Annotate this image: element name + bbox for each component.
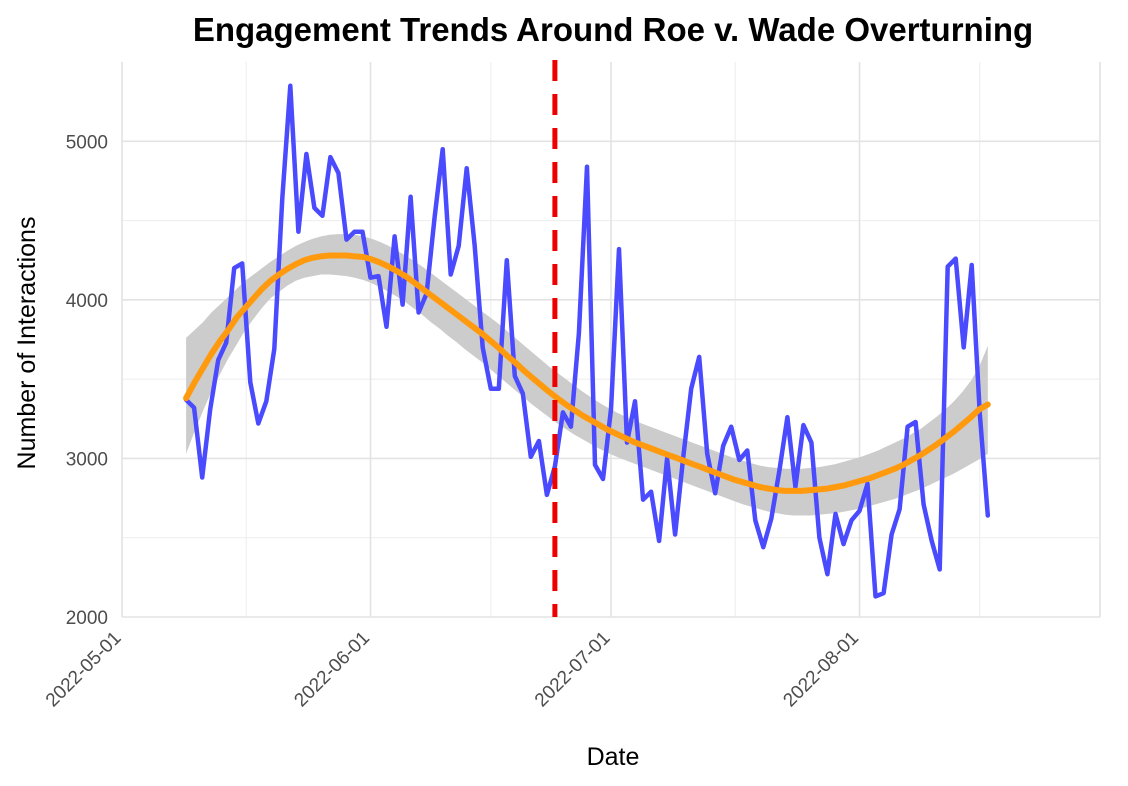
series-lines xyxy=(183,83,991,599)
y-tick-label: 2000 xyxy=(66,608,108,629)
y-tick-label: 4000 xyxy=(66,291,108,312)
grid xyxy=(121,62,1101,618)
y-tick-label: 3000 xyxy=(66,449,108,470)
x-tick-label: 2022-06-01 xyxy=(290,628,374,712)
x-axis-ticks: 2022-05-01 2022-06-01 2022-07-01 2022-08-01 xyxy=(42,628,863,712)
x-tick-label: 2022-07-01 xyxy=(531,628,615,712)
x-axis-title: Date xyxy=(587,743,640,771)
chart-title: Engagement Trends Around Roe v. Wade Ove… xyxy=(193,11,1033,48)
daily-interactions-line xyxy=(183,83,991,599)
y-axis-title: Number of Interactions xyxy=(13,217,41,470)
y-tick-label: 5000 xyxy=(66,132,108,153)
trend-line xyxy=(183,252,991,494)
y-axis-ticks: 2000 3000 4000 5000 xyxy=(66,132,108,629)
confidence-band-layer xyxy=(186,234,988,516)
x-tick-label: 2022-08-01 xyxy=(779,628,863,712)
x-tick-label: 2022-05-01 xyxy=(42,628,126,712)
confidence-band xyxy=(186,234,988,516)
